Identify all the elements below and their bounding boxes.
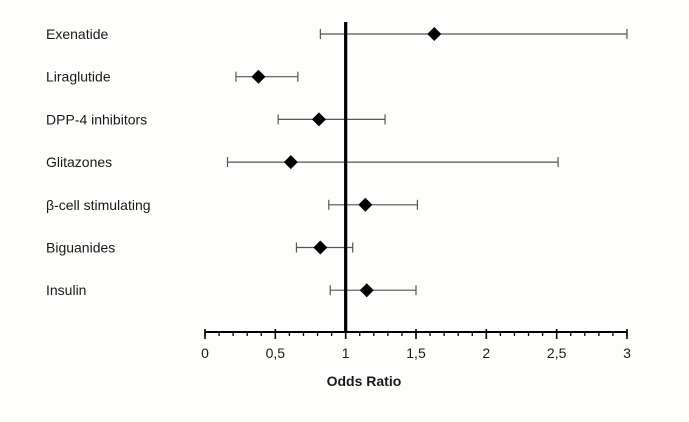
row-label: DPP-4 inhibitors [46, 111, 147, 127]
estimate-marker [359, 283, 374, 298]
row-label: Liraglutide [46, 69, 111, 85]
row-label: Biguanides [46, 240, 115, 256]
estimate-marker [427, 27, 442, 41]
estimate-marker [358, 197, 373, 212]
x-tick-label: 2 [482, 345, 490, 361]
estimate-marker [311, 112, 326, 127]
estimate-marker [251, 69, 266, 84]
x-tick-label: 0,5 [266, 345, 286, 361]
row-label: Exenatide [46, 26, 108, 42]
row-label: Insulin [46, 282, 86, 298]
x-tick-label: 1 [342, 345, 350, 361]
row-label: β-cell stimulating [46, 197, 151, 213]
estimate-marker [283, 155, 298, 170]
x-tick-label: 2,5 [547, 345, 567, 361]
estimate-marker [313, 240, 328, 255]
x-tick-label: 3 [623, 345, 631, 361]
x-tick-label: 0 [201, 345, 209, 361]
x-axis-title: Odds Ratio [327, 373, 402, 389]
row-label: Glitazones [46, 154, 112, 170]
x-tick-label: 1,5 [406, 345, 426, 361]
